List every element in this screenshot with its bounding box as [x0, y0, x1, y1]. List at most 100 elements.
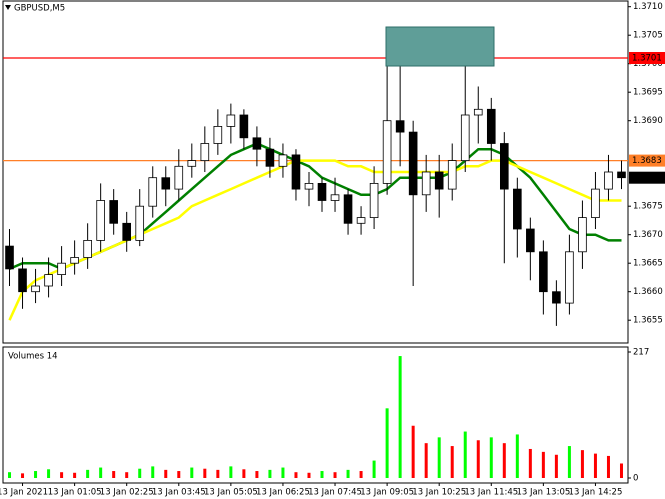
volume-bar	[73, 472, 77, 478]
candle-body	[317, 182, 327, 201]
volume-bar	[541, 451, 545, 478]
candle-body	[239, 114, 249, 139]
x-tick-label: 13 Jan 11:45	[464, 488, 518, 498]
x-tick-label: 13 Jan 09:05	[360, 488, 414, 498]
candle-body	[460, 114, 470, 161]
y-tick-label: 1.3675	[633, 202, 663, 212]
candle-body	[200, 143, 210, 162]
volume-bar	[567, 446, 571, 478]
volume-bar	[164, 469, 168, 478]
volume-bar	[619, 463, 623, 478]
last-price-label: 1.3680	[632, 173, 662, 183]
candle-body	[122, 222, 132, 241]
candle-body	[291, 154, 301, 190]
y-tick-label: 1.3655	[633, 316, 663, 326]
volume-bar	[450, 446, 454, 478]
volume-bar	[8, 472, 12, 478]
candle-body	[578, 217, 587, 253]
volume-bar	[372, 460, 376, 478]
volume-bar	[86, 469, 90, 478]
candle-body	[565, 251, 574, 304]
y-tick-label: 0	[633, 474, 638, 484]
candle-body	[486, 108, 496, 144]
candle-body	[44, 274, 53, 287]
candle-body	[96, 200, 105, 241]
candle-body	[265, 148, 275, 167]
candle-body	[591, 188, 600, 219]
candle-body	[174, 165, 184, 190]
y-tick-label: 1.3690	[633, 116, 663, 126]
volume-bar	[268, 469, 272, 478]
x-tick-label: 13 Jan 02:25	[100, 488, 154, 498]
volume-bar	[229, 466, 233, 478]
y-tick-label: 1.3660	[633, 287, 663, 297]
candle-body	[604, 171, 613, 190]
volume-bar	[203, 468, 207, 478]
candle-body	[513, 188, 522, 230]
volume-bar	[333, 472, 337, 478]
candle-body	[330, 194, 340, 201]
volume-bar	[593, 453, 597, 478]
candle-body	[70, 257, 79, 264]
y-tick-label: 1.3700	[633, 59, 663, 69]
volume-bar	[138, 468, 142, 478]
candle-body	[539, 251, 548, 293]
y-tick-label: 1.3670	[633, 230, 663, 240]
x-tick-label: 13 Jan 10:25	[412, 488, 466, 498]
candle-body	[213, 126, 223, 144]
candle-body	[187, 160, 197, 167]
volume-bar	[463, 431, 467, 478]
volume-bar	[21, 473, 25, 478]
x-tick-label: 13 Jan 05:05	[204, 488, 258, 498]
volume-bar	[528, 448, 532, 478]
volume-bar	[242, 469, 246, 478]
x-tick-label: 13 Jan 14:25	[569, 488, 623, 498]
candle-body	[343, 194, 353, 224]
volume-bar	[112, 471, 116, 478]
level-tag	[629, 154, 665, 167]
candle-body	[161, 177, 171, 190]
y-tick-label: 217	[633, 348, 649, 358]
candle-body	[304, 182, 314, 190]
volume-bar	[177, 471, 181, 478]
candle-body	[5, 245, 14, 270]
y-tick-label: 1.3665	[633, 259, 663, 269]
volume-bar	[151, 466, 155, 478]
volume-bar	[190, 467, 194, 478]
candle-body	[421, 171, 431, 196]
candle-body	[473, 108, 483, 116]
moving-average	[8, 159, 622, 321]
plot-area	[3, 57, 628, 478]
last-price-tag	[629, 171, 665, 184]
volume-bar	[125, 472, 129, 478]
volume-bar	[359, 471, 363, 478]
candle-body	[552, 291, 561, 304]
candle-body	[226, 114, 236, 127]
volume-bar	[320, 471, 324, 478]
volume-bar	[281, 467, 285, 478]
volume-bar	[411, 425, 415, 478]
x-tick-label: 13 Jan 01:05	[48, 488, 102, 498]
zone-box	[385, 26, 495, 67]
x-tick-label: 13 Jan 06:25	[256, 488, 310, 498]
candle-body	[408, 131, 418, 196]
candle-body	[395, 120, 405, 133]
volume-bar	[489, 437, 493, 478]
level-tag	[629, 52, 665, 64]
candle-body	[31, 285, 40, 293]
candle-body	[382, 120, 392, 184]
level-label: 1.3701	[632, 54, 662, 64]
candle-body	[356, 217, 366, 224]
volume-bar	[255, 471, 259, 478]
volume-panel	[2, 346, 629, 484]
y-tick-label: 1.3705	[633, 31, 663, 41]
volume-bar	[99, 467, 103, 478]
candle-body	[499, 143, 509, 190]
symbol-icon	[5, 5, 11, 10]
volume-bar	[34, 471, 38, 478]
candle-body	[617, 171, 626, 179]
price-panel	[2, 0, 629, 344]
volume-bar	[437, 437, 441, 478]
